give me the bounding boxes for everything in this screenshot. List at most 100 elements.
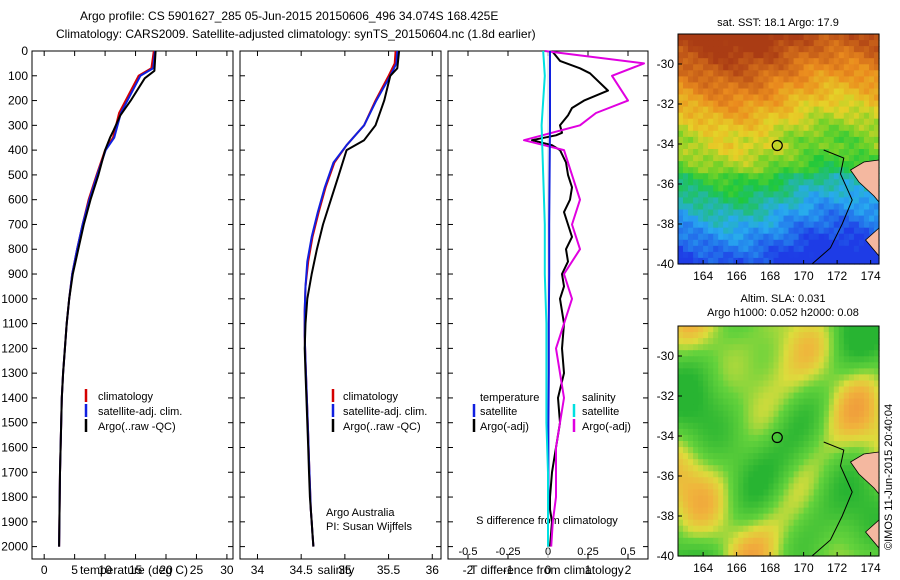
map-cell [793,519,800,527]
map-cell [683,453,689,460]
map-cell [693,404,699,412]
map-cell [698,483,704,491]
map-cell [738,76,744,84]
map-cell [758,251,764,259]
map-cell [803,149,810,156]
map-cell [788,58,795,65]
map-cell [773,453,780,460]
map-cell [803,179,810,186]
map-cell [728,398,734,406]
map-cell [678,398,684,406]
map-cell [788,64,795,71]
map-cell [748,149,754,156]
map-cell [728,161,734,168]
x-tick-label: -1 [503,563,514,577]
map-cell [758,112,764,120]
map-cell [874,428,880,436]
map-cell [733,350,739,357]
map-cell [818,161,825,168]
map-cell [833,124,840,132]
map-cell [823,549,830,557]
map-cell [793,362,800,369]
map-cell [828,64,835,71]
map-cell [743,326,749,333]
map-cell [733,76,739,84]
map-cell [718,416,724,424]
map-cell [708,221,714,229]
map-cell [683,332,689,339]
map-cell [683,392,689,400]
map-cell [738,221,744,229]
map-cell [753,149,759,156]
map-cell [728,326,734,333]
map-cell [818,209,825,217]
map-cell [693,173,699,180]
map-cell [763,344,769,351]
map-cell [828,124,835,132]
map-cell [768,149,775,156]
map-cell [678,76,684,84]
map-cell [813,251,820,259]
map-cell [698,368,704,376]
map-cell [803,257,810,265]
map-cell [718,161,724,168]
map-cell [863,428,870,436]
map-cell [848,326,855,333]
map-cell [718,215,724,223]
map-cell [823,221,830,229]
map-cell [763,380,769,388]
map-cell [718,245,724,253]
map-cell [808,453,815,460]
map-cell [703,386,709,394]
map-cell [748,70,754,77]
map-cell [718,410,724,418]
map-cell [763,483,769,491]
map-cell [768,380,775,388]
map-cell [808,495,815,503]
map-cell [808,398,815,406]
map-cell [803,251,810,259]
map-cell [743,434,749,442]
map-cell [813,525,820,533]
map-cell [838,203,845,211]
map-cell [718,519,724,527]
map-cell [683,88,689,96]
map-cell [783,124,790,132]
map-cell [728,543,734,551]
map-cell [718,483,724,491]
legend-argo-label: Argo(..raw -QC) [343,421,421,433]
map-cell [738,392,744,400]
map-cell [718,209,724,217]
map-cell [863,434,870,442]
map-cell [793,471,800,478]
map-cell [803,507,810,515]
map-cell [803,142,810,150]
map-cell [803,161,810,168]
map-cell [688,40,694,47]
map-cell [803,245,810,253]
map-cell [773,362,780,369]
map-cell [813,531,820,539]
legend-satellite-label: satellite-adj. clim. [343,406,427,418]
map-cell [858,245,865,253]
map-cell [773,543,780,551]
map-cell [738,40,744,47]
map-cell [748,215,754,223]
map-cell [678,495,684,503]
map-cell [768,519,775,527]
map-cell [708,64,714,71]
map-cell [813,477,820,484]
map-cell [798,185,805,192]
map-cell [848,70,855,77]
y-tick-label: 1500 [1,416,28,430]
map-cell [783,197,790,205]
map-cell [783,428,790,436]
map-cell [843,245,850,253]
map-cell [808,362,815,369]
map-cell [818,179,825,186]
map-cell [823,155,830,162]
map-cell [688,100,694,108]
map-cell [723,356,729,363]
map-cell [863,136,870,144]
map-cell [718,326,724,333]
